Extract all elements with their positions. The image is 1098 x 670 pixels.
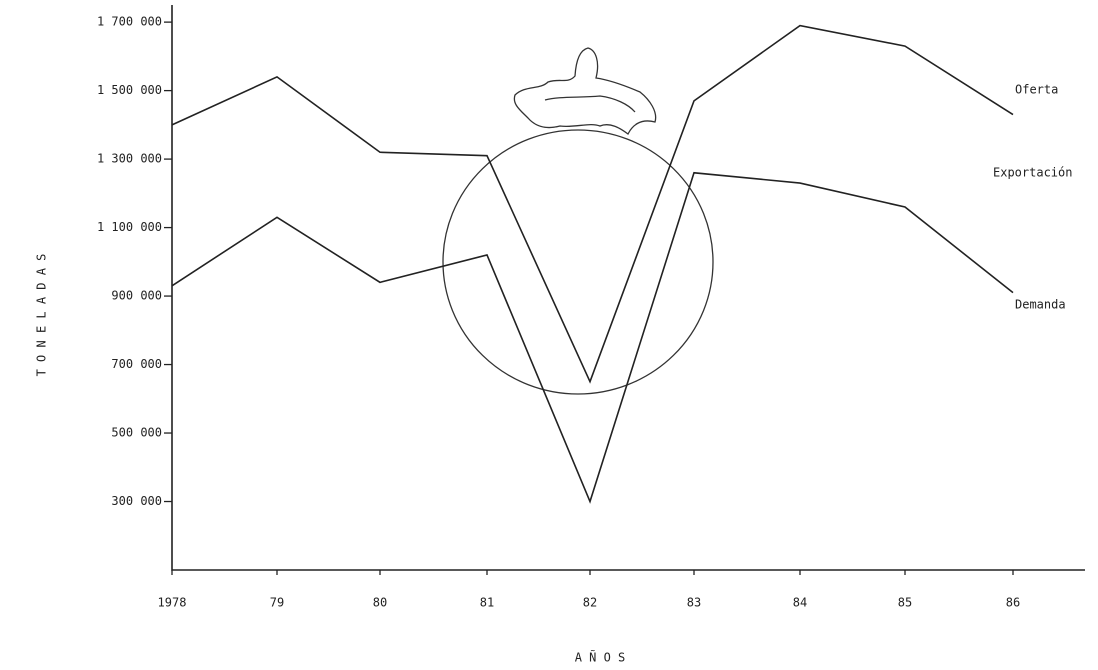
x-tick-label: 81: [480, 596, 494, 610]
annotation: Exportación: [993, 166, 1072, 180]
tomato-stem: [514, 48, 655, 134]
x-tick-label: 86: [1006, 596, 1020, 610]
x-tick-label: 82: [583, 596, 597, 610]
y-tick-label: 700 000: [111, 357, 162, 371]
y-axis-label: T O N E L A D A S: [35, 254, 49, 377]
y-tick-label: 300 000: [111, 494, 162, 508]
y-tick-label: 1 700 000: [97, 15, 162, 29]
x-tick-label: 1978: [158, 596, 187, 610]
y-tick-label: 1 300 000: [97, 152, 162, 166]
y-tick-label: 1 100 000: [97, 220, 162, 234]
x-tick-label: 79: [270, 596, 284, 610]
y-tick-label: 900 000: [111, 289, 162, 303]
series-line: [172, 173, 1013, 502]
y-tick-label: 500 000: [111, 426, 162, 440]
x-tick-label: 84: [793, 596, 807, 610]
x-tick-label: 80: [373, 596, 387, 610]
tomato-stem-detail: [545, 96, 635, 112]
x-tick-label: 83: [687, 596, 701, 610]
series-label: Demanda: [1015, 298, 1066, 312]
axes: [172, 5, 1085, 570]
y-tick-label: 1 500 000: [97, 83, 162, 97]
chart: T O N E L A D A S A Ñ O S 300 000 500 000…: [0, 0, 1098, 670]
x-tick-label: 85: [898, 596, 912, 610]
series-label: Oferta: [1015, 83, 1058, 97]
x-axis-label: A Ñ O S: [575, 650, 626, 665]
